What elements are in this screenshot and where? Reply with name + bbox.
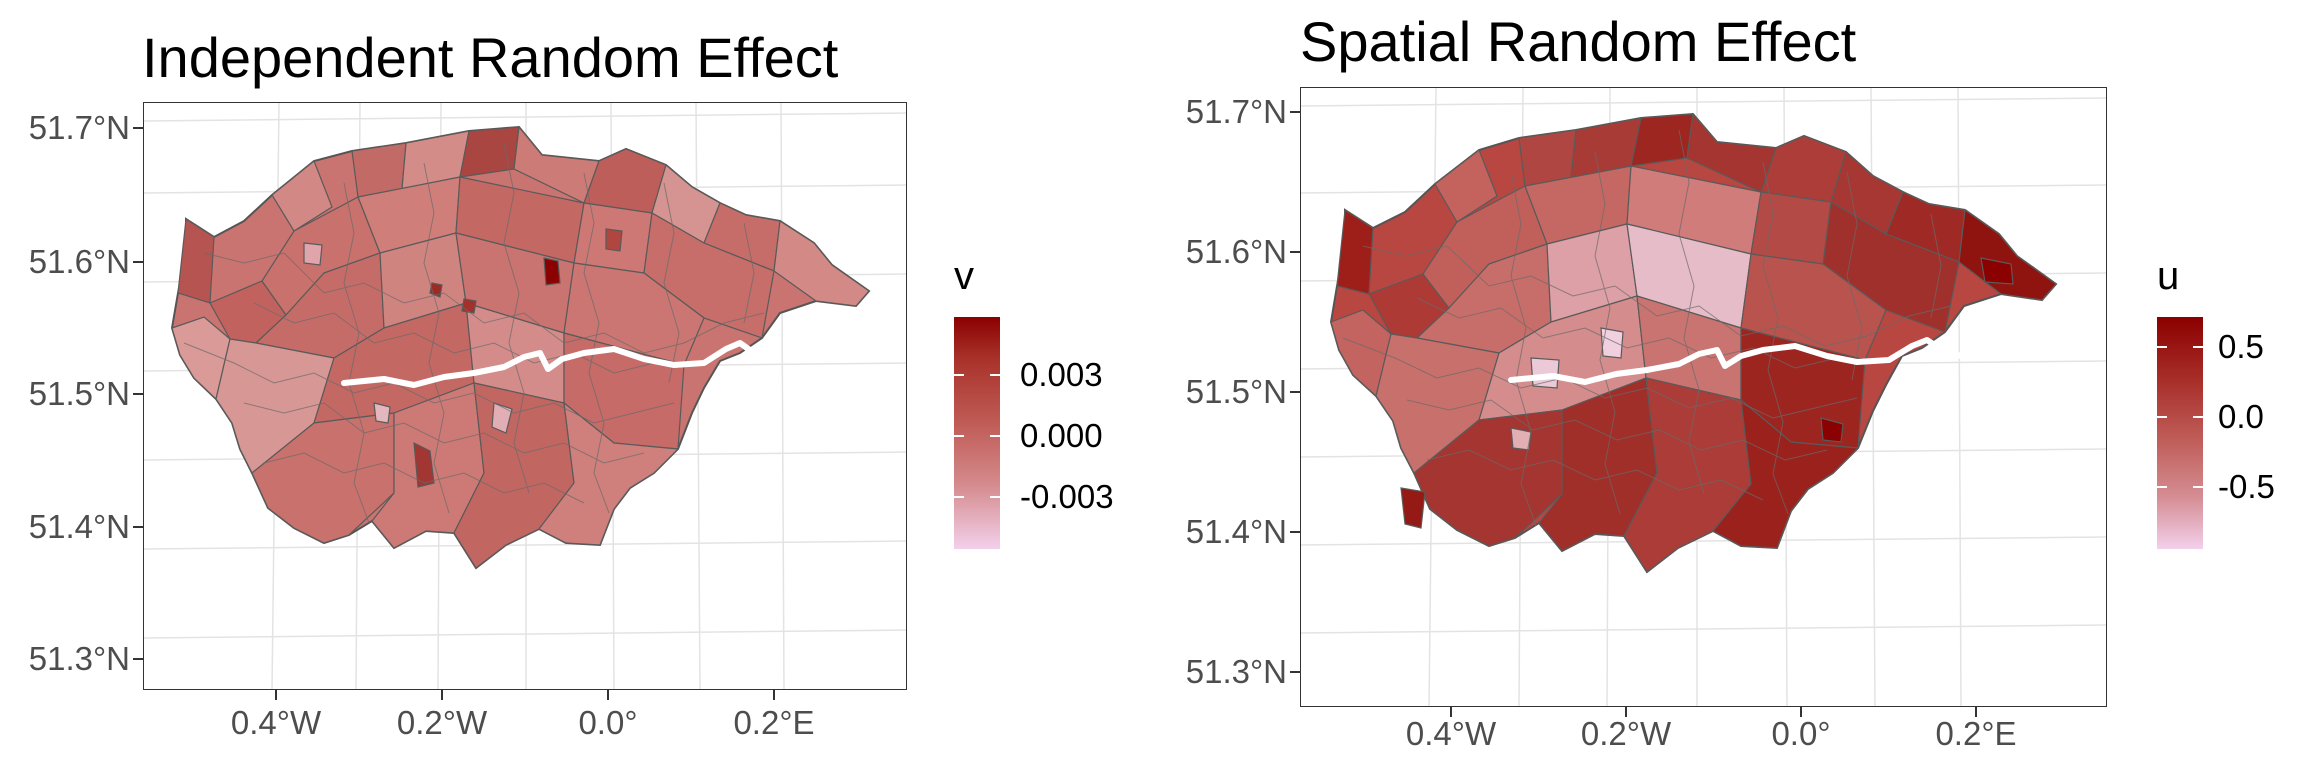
legend-tick (954, 435, 964, 437)
legend-tick (2157, 486, 2167, 488)
y-tick-mark (1290, 111, 1300, 113)
x-tick-label: 0.2°E (1935, 715, 2017, 752)
x-tick-mark (1800, 707, 1802, 717)
legend-label: 0.000 (1020, 417, 1103, 454)
y-tick-label: 51.5°N (28, 375, 130, 412)
y-tick-label: 51.7°N (1185, 93, 1287, 130)
y-tick-mark (1290, 671, 1300, 673)
y-tick-mark (133, 526, 143, 528)
river-thames (1508, 337, 1964, 385)
x-tick-mark (773, 690, 775, 700)
y-tick-mark (1290, 251, 1300, 253)
map-independent-effect (143, 102, 907, 690)
y-tick-label: 51.7°N (28, 109, 130, 146)
legend-label: -0.003 (1020, 478, 1114, 515)
ward-lines (1342, 129, 1952, 527)
legend-colorbar-u (2157, 317, 2203, 549)
y-tick-label: 51.3°N (28, 640, 130, 677)
x-tick-label: 0.0° (1771, 715, 1831, 752)
x-tick-label: 0.2°W (396, 704, 488, 741)
y-tick-mark (133, 658, 143, 660)
y-tick-mark (1290, 531, 1300, 533)
legend-tick (2157, 416, 2167, 418)
legend-tick (2193, 416, 2203, 418)
ward-patches (171, 125, 870, 569)
legend-tick (954, 374, 964, 376)
y-tick-label: 51.4°N (28, 508, 130, 545)
x-tick-label: 0.0° (578, 704, 638, 741)
x-tick-label: 0.4°W (1405, 715, 1497, 752)
map-spatial-effect (1300, 87, 2107, 707)
y-tick-label: 51.4°N (1185, 513, 1287, 550)
y-tick-mark (133, 127, 143, 129)
x-tick-label: 0.4°W (230, 704, 322, 741)
legend-label: -0.5 (2218, 468, 2275, 505)
y-tick-label: 51.6°N (1185, 233, 1287, 270)
y-tick-mark (1290, 391, 1300, 393)
legend-tick (2157, 346, 2167, 348)
legend-title-v: v (954, 254, 974, 298)
x-tick-mark (275, 690, 277, 700)
legend-tick (990, 435, 1000, 437)
river-thames (341, 340, 775, 388)
legend-colorbar-v (954, 317, 1000, 549)
x-tick-mark (607, 690, 609, 700)
ward-lines (183, 142, 765, 524)
legend-tick (990, 496, 1000, 498)
ward-patches (1330, 112, 2057, 573)
legend-tick (2193, 346, 2203, 348)
panel-title-spatial: Spatial Random Effect (1300, 10, 1857, 73)
map-canvas (144, 103, 906, 689)
legend-tick (990, 374, 1000, 376)
x-tick-mark (441, 690, 443, 700)
x-tick-mark (1625, 707, 1627, 717)
x-tick-mark (1450, 707, 1452, 717)
legend-label: 0.0 (2218, 398, 2264, 435)
x-tick-label: 0.2°E (733, 704, 815, 741)
legend-label: 0.5 (2218, 328, 2264, 365)
panel-title-independent: Independent Random Effect (142, 26, 839, 89)
map-canvas (1301, 88, 2106, 706)
legend-title-u: u (2157, 254, 2180, 298)
x-tick-label: 0.2°W (1580, 715, 1672, 752)
y-tick-mark (133, 261, 143, 263)
y-tick-label: 51.6°N (28, 243, 130, 280)
legend-tick (2193, 486, 2203, 488)
x-tick-mark (1975, 707, 1977, 717)
y-tick-mark (133, 393, 143, 395)
y-tick-label: 51.3°N (1185, 653, 1287, 690)
legend-label: 0.003 (1020, 356, 1103, 393)
legend-tick (954, 496, 964, 498)
y-tick-label: 51.5°N (1185, 373, 1287, 410)
